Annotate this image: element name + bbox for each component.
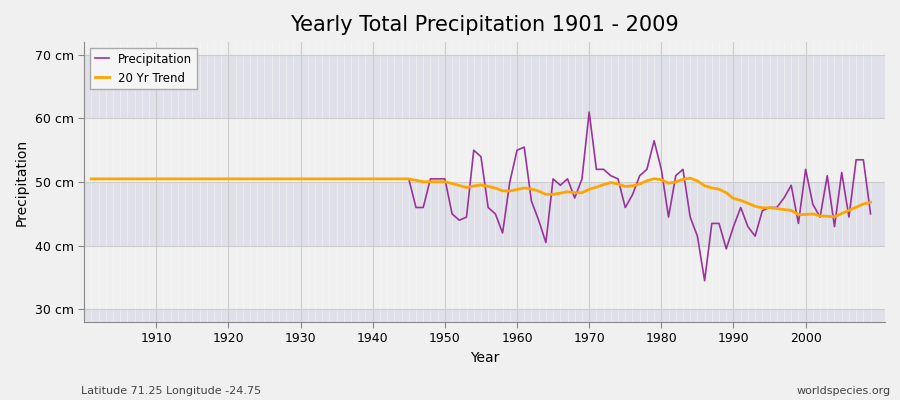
Title: Yearly Total Precipitation 1901 - 2009: Yearly Total Precipitation 1901 - 2009 (290, 15, 679, 35)
Bar (84, 55, 885, 118)
Precipitation (511, 148, 522, 153)
X-axis label: Year: Year (470, 351, 500, 365)
Bar (84, 309, 885, 322)
Precipitation (346, 176, 356, 181)
20 Yr Trend (865, 200, 876, 205)
Bar (84, 42, 885, 55)
Precipitation (699, 278, 710, 283)
20 Yr Trend (302, 176, 313, 181)
Precipitation (302, 176, 313, 181)
20 Yr Trend (598, 182, 609, 187)
Precipitation (865, 212, 876, 216)
Precipitation (144, 176, 155, 181)
Text: worldspecies.org: worldspecies.org (796, 386, 891, 396)
20 Yr Trend (504, 188, 515, 193)
Text: Latitude 71.25 Longitude -24.75: Latitude 71.25 Longitude -24.75 (81, 386, 261, 396)
Bar (84, 118, 885, 182)
Line: 20 Yr Trend: 20 Yr Trend (91, 178, 870, 217)
20 Yr Trend (86, 176, 96, 181)
Line: Precipitation: Precipitation (91, 112, 870, 281)
Bar (84, 182, 885, 246)
Precipitation (584, 110, 595, 114)
Bar (84, 246, 885, 309)
20 Yr Trend (144, 176, 155, 181)
Precipitation (606, 173, 616, 178)
Precipitation (86, 176, 96, 181)
20 Yr Trend (511, 187, 522, 192)
20 Yr Trend (829, 214, 840, 219)
Precipitation (504, 180, 515, 184)
Y-axis label: Precipitation: Precipitation (15, 138, 29, 226)
20 Yr Trend (346, 176, 356, 181)
Legend: Precipitation, 20 Yr Trend: Precipitation, 20 Yr Trend (90, 48, 197, 89)
20 Yr Trend (685, 176, 696, 180)
